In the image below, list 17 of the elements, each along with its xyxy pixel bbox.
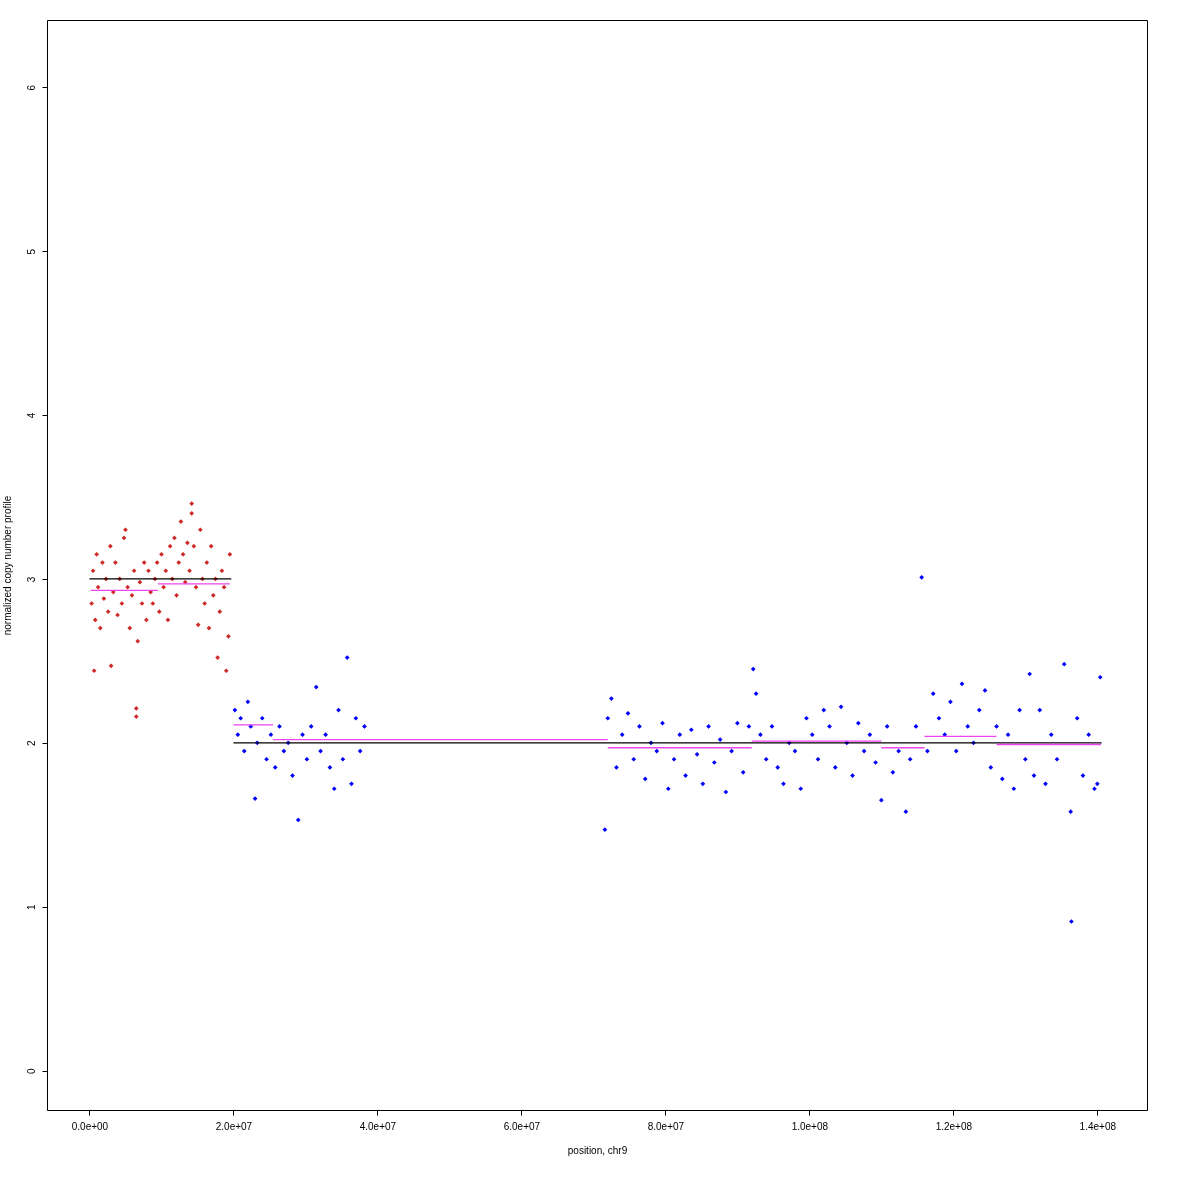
x-tick-label: 0.0e+00 [71, 1120, 109, 1132]
y-tick-label: 4 [25, 412, 37, 419]
x-tick-label: 1.0e+08 [791, 1120, 829, 1132]
y-tick-label: 1 [25, 904, 37, 911]
y-tick-label: 5 [25, 248, 37, 255]
y-tick-label: 6 [25, 84, 37, 91]
x-tick-label: 1.4e+08 [1079, 1120, 1117, 1132]
y-axis-title: normalized copy number profile [1, 495, 13, 636]
y-tick-label: 3 [25, 576, 37, 583]
x-tick-label: 4.0e+07 [359, 1120, 397, 1132]
y-tick-label: 2 [25, 740, 37, 747]
x-axis-title: position, chr9 [567, 1144, 628, 1156]
x-tick-label: 6.0e+07 [503, 1120, 541, 1132]
y-tick-label: 0 [25, 1067, 37, 1074]
x-tick-label: 8.0e+07 [647, 1120, 685, 1132]
x-tick-label: 2.0e+07 [215, 1120, 253, 1132]
x-tick-label: 1.2e+08 [935, 1120, 973, 1132]
